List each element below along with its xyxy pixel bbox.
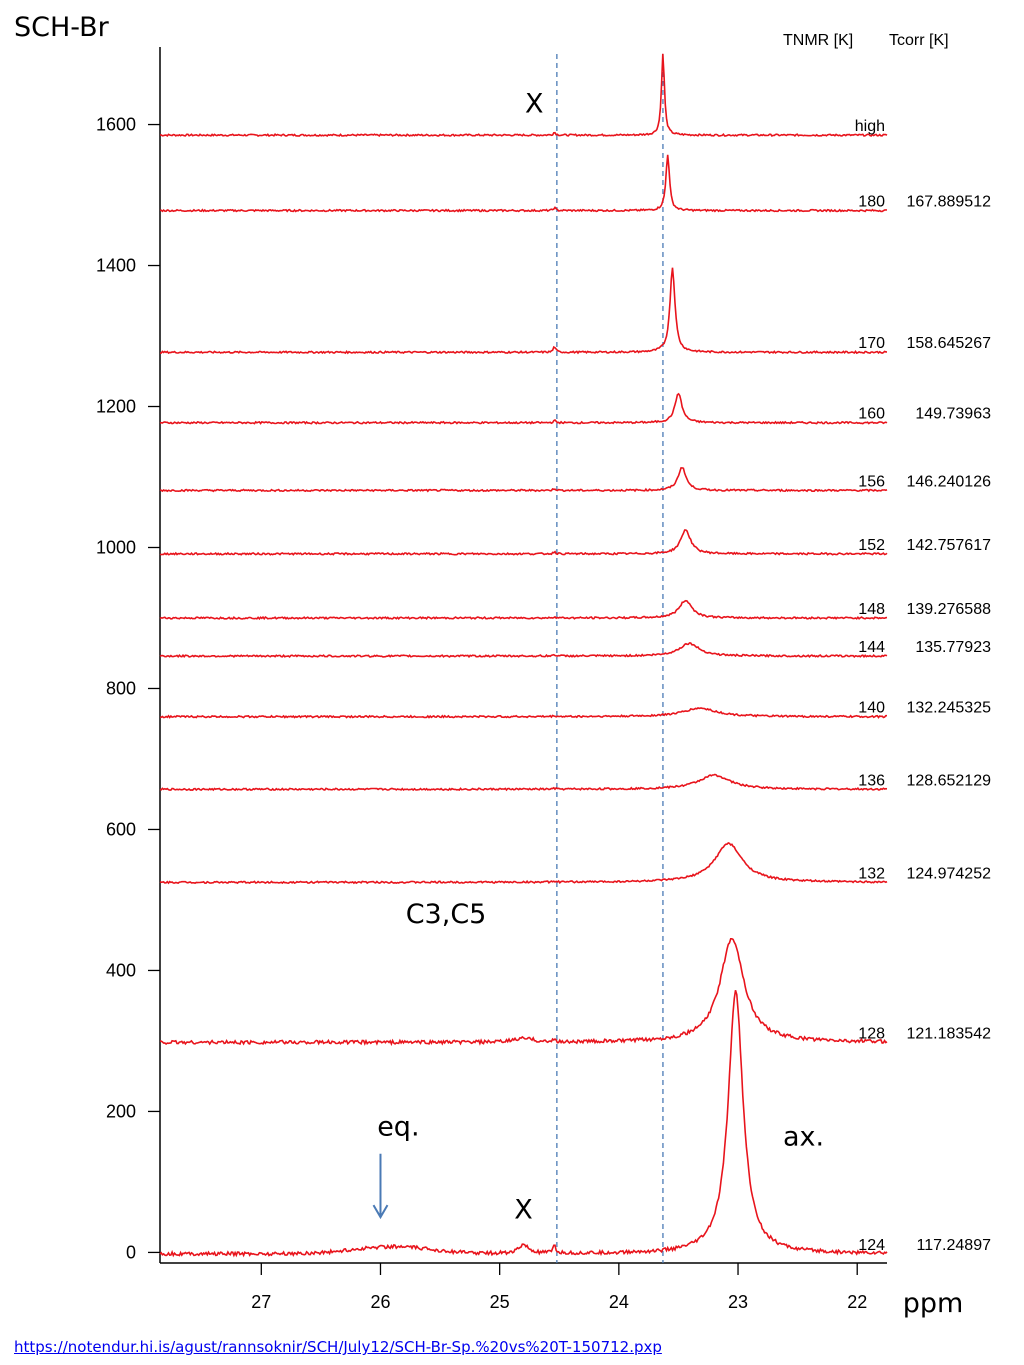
tcorr-label: 167.889512	[906, 194, 991, 211]
tnmr-label: 156	[858, 473, 885, 490]
spectrum-trace	[159, 154, 888, 213]
annotation-label: eq.	[377, 1111, 419, 1142]
tcorr-label: 158.645267	[906, 335, 991, 352]
spectrum-trace	[159, 642, 888, 659]
spectrum-trace	[159, 467, 888, 493]
annotation-label: X	[514, 1195, 533, 1226]
source-link[interactable]: https://notendur.hi.is/agust/rannsoknir/…	[14, 1338, 662, 1356]
y-tick-label: 200	[106, 1101, 136, 1121]
tcorr-label: 142.757617	[906, 537, 991, 554]
spectrum-trace	[159, 392, 888, 425]
x-tick-label: 23	[728, 1292, 748, 1312]
y-tick-label: 600	[106, 819, 136, 839]
x-axis-label: ppm	[903, 1288, 964, 1319]
tnmr-label: 144	[858, 639, 885, 656]
spectrum-trace	[159, 599, 888, 621]
tnmr-label: 136	[858, 772, 885, 789]
x-tick-label: 27	[251, 1292, 271, 1312]
y-tick-label: 800	[106, 678, 136, 698]
spectrum-trace	[159, 841, 888, 885]
spectrum-trace	[159, 53, 888, 138]
tcorr-label: 121.183542	[906, 1025, 991, 1042]
tnmr-label: 152	[858, 537, 885, 554]
y-tick-label: 1000	[96, 537, 136, 557]
spectrum-trace	[159, 937, 888, 1047]
annotation-label: C3,C5	[406, 899, 487, 930]
tnmr-label: 140	[858, 700, 885, 717]
tnmr-column-header: TNMR [K]	[783, 32, 854, 49]
tnmr-label: 132	[858, 865, 885, 882]
x-tick-label: 22	[847, 1292, 867, 1312]
spectrum-trace	[159, 773, 888, 792]
y-tick-label: 1400	[96, 256, 136, 276]
annotation-label: X	[525, 89, 544, 120]
tnmr-label: high	[855, 118, 885, 135]
tcorr-label: 146.240126	[906, 473, 991, 490]
spectrum-trace	[159, 267, 887, 355]
tcorr-label: 132.245325	[906, 700, 991, 717]
tnmr-label: 160	[858, 406, 885, 423]
tcorr-label: 128.652129	[906, 772, 991, 789]
tnmr-label: 128	[858, 1025, 885, 1042]
spectrum-trace	[159, 706, 887, 719]
x-tick-label: 26	[370, 1292, 390, 1312]
y-tick-label: 400	[106, 960, 136, 980]
x-tick-label: 24	[609, 1292, 629, 1312]
spectrum-trace	[159, 529, 888, 556]
chart-title: SCH-Br	[14, 12, 109, 43]
tcorr-label: 117.24897	[917, 1237, 992, 1254]
tcorr-column-header: Tcorr [K]	[889, 32, 949, 49]
y-tick-label: 0	[126, 1242, 136, 1262]
tcorr-label: 124.974252	[906, 865, 991, 882]
tnmr-label: 148	[858, 601, 885, 618]
tcorr-label: 135.77923	[915, 639, 991, 656]
tcorr-label: 139.276588	[906, 601, 991, 618]
tnmr-label: 170	[858, 335, 885, 352]
tnmr-label: 124	[858, 1237, 885, 1254]
y-tick-label: 1600	[96, 115, 136, 135]
annotation-label: ax.	[783, 1121, 824, 1152]
x-tick-label: 25	[490, 1292, 510, 1312]
arrow-head-icon	[372, 1204, 389, 1220]
tnmr-label: 180	[858, 194, 885, 211]
tcorr-label: 149.73963	[915, 406, 991, 423]
spectrum-trace	[159, 989, 888, 1258]
y-tick-label: 1200	[96, 397, 136, 417]
